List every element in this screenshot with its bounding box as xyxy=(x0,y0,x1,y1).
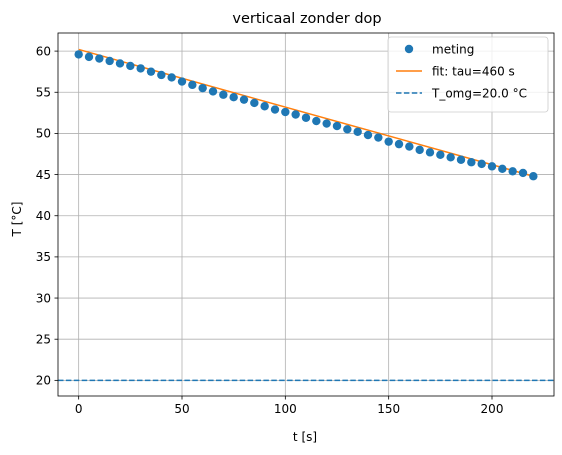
data-point xyxy=(332,121,342,131)
y-tick-label: 45 xyxy=(36,168,51,182)
chart-title: verticaal zonder dop xyxy=(232,11,381,27)
legend-box xyxy=(387,36,549,113)
data-point xyxy=(394,139,404,149)
data-point xyxy=(95,54,104,63)
data-point xyxy=(105,56,114,66)
data-point xyxy=(508,167,517,176)
x-tick-label: 150 xyxy=(377,402,400,416)
data-point xyxy=(477,159,486,169)
data-point xyxy=(270,105,280,114)
data-point xyxy=(456,155,466,164)
data-point xyxy=(157,70,166,80)
x-tick-label: 0 xyxy=(75,402,83,416)
data-point xyxy=(291,110,300,119)
legend-label: meting xyxy=(432,42,474,56)
plot-frame xyxy=(57,32,555,397)
data-point xyxy=(250,98,259,108)
data-point xyxy=(353,127,362,136)
data-point xyxy=(415,145,424,155)
data-point xyxy=(198,83,207,93)
data-point xyxy=(467,158,476,167)
data-point xyxy=(498,164,507,174)
y-axis-label: T [°C] xyxy=(10,202,24,238)
x-tick-label: 100 xyxy=(274,402,297,416)
data-point xyxy=(436,150,445,160)
data-point xyxy=(239,95,249,104)
legend: meting fit: tau=460 s T_omg=20.0 °C xyxy=(387,36,549,113)
data-point xyxy=(322,119,331,128)
y-tick-label: 30 xyxy=(36,291,51,305)
data-point xyxy=(405,142,414,151)
data-point xyxy=(136,64,145,73)
y-tick-label: 55 xyxy=(36,86,51,100)
y-tick-label: 40 xyxy=(36,209,51,223)
data-point xyxy=(260,102,269,111)
y-tick-label: 50 xyxy=(36,127,51,141)
data-point xyxy=(167,73,176,82)
data-point xyxy=(446,153,455,162)
data-point xyxy=(529,172,538,181)
data-point xyxy=(229,93,238,102)
grid xyxy=(58,33,554,396)
data-point xyxy=(84,52,94,62)
ticks: 0 50 100 150 200 20 25 30 35 40 45 50 55 60 xyxy=(36,44,504,416)
data-point xyxy=(74,50,83,59)
data-point xyxy=(487,162,497,171)
y-tick-label: 25 xyxy=(36,333,51,347)
data-point xyxy=(208,87,218,96)
x-tick-label: 50 xyxy=(174,402,189,416)
data-point xyxy=(126,61,135,71)
y-tick-label: 60 xyxy=(36,44,51,58)
x-tick-label: 200 xyxy=(481,402,504,416)
legend-label: fit: tau=460 s xyxy=(432,64,515,78)
data-point xyxy=(188,80,197,90)
data-point xyxy=(343,125,352,134)
x-axis-label: t [s] xyxy=(293,430,317,444)
data-point xyxy=(363,130,373,140)
data-point xyxy=(301,113,311,122)
data-point xyxy=(281,107,290,117)
legend-label: T_omg=20.0 °C xyxy=(431,86,527,100)
y-tick-label: 20 xyxy=(36,374,51,388)
data-point xyxy=(177,77,187,86)
data-point xyxy=(219,90,228,99)
data-point xyxy=(115,59,125,68)
data-point xyxy=(374,133,383,142)
data-point xyxy=(146,67,156,76)
data-point xyxy=(518,168,528,178)
data-point xyxy=(425,148,435,157)
series-layer xyxy=(58,48,554,382)
legend-marker-meting xyxy=(404,44,414,54)
data-point xyxy=(312,116,321,126)
y-tick-label: 35 xyxy=(36,250,51,264)
data-point xyxy=(384,137,393,146)
